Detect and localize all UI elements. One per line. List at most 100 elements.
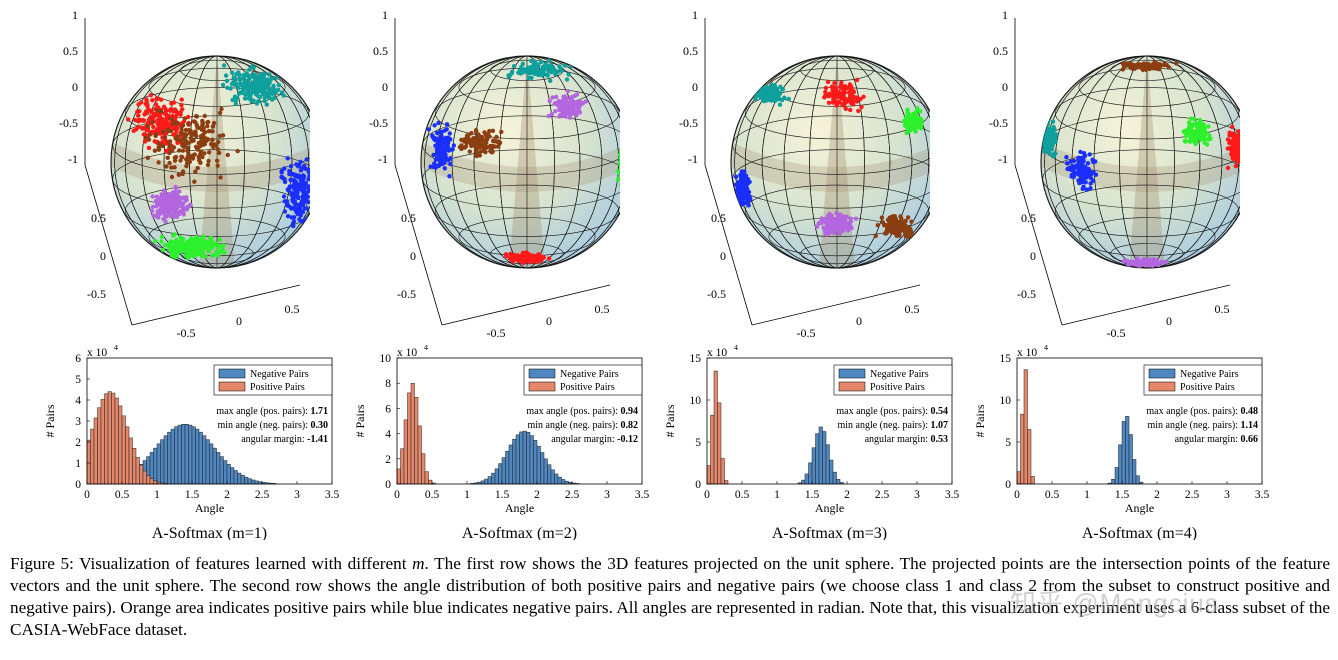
y-tick-label: 6 bbox=[385, 403, 391, 415]
feature-point bbox=[746, 203, 751, 208]
feature-point bbox=[858, 97, 863, 102]
feature-point bbox=[1135, 258, 1140, 264]
feature-point bbox=[524, 66, 530, 71]
histogram-bar bbox=[480, 480, 485, 485]
feature-point bbox=[155, 108, 160, 113]
z-tick-label: -1 bbox=[688, 152, 698, 166]
stat-line: max angle (pos. pairs): 0.54 bbox=[836, 406, 948, 417]
histogram-bar bbox=[505, 451, 510, 485]
feature-point bbox=[142, 139, 148, 144]
feature-point bbox=[232, 94, 238, 99]
x-tick-label: 0 bbox=[546, 314, 552, 328]
feature-point bbox=[160, 247, 166, 253]
feature-point bbox=[210, 129, 215, 134]
feature-point bbox=[210, 137, 215, 142]
feature-point bbox=[164, 164, 169, 169]
feature-point bbox=[267, 95, 272, 100]
feature-point bbox=[158, 207, 163, 213]
feature-point bbox=[432, 135, 437, 141]
feature-point bbox=[250, 74, 255, 79]
feature-point bbox=[1190, 137, 1195, 142]
x-tick-label: 1 bbox=[1084, 489, 1090, 501]
feature-point bbox=[289, 191, 294, 196]
feature-point bbox=[191, 119, 197, 124]
feature-point bbox=[146, 117, 152, 122]
histogram-bar bbox=[494, 468, 499, 485]
feature-point bbox=[152, 148, 158, 153]
feature-point bbox=[530, 258, 535, 263]
feature-point bbox=[1049, 132, 1055, 138]
feature-point bbox=[525, 251, 530, 256]
feature-point bbox=[566, 101, 571, 106]
feature-point bbox=[545, 73, 550, 78]
stat-line: angular margin: 0.53 bbox=[865, 434, 948, 445]
stat-value: 1.71 bbox=[311, 406, 329, 417]
feature-point bbox=[451, 143, 456, 148]
feature-point bbox=[146, 107, 151, 112]
z-tick-label: 1 bbox=[692, 8, 698, 22]
histogram-bar bbox=[403, 419, 408, 485]
feature-point bbox=[539, 59, 544, 65]
feature-point bbox=[153, 102, 159, 107]
feature-point bbox=[437, 155, 442, 160]
feature-point bbox=[1083, 180, 1088, 185]
feature-point bbox=[149, 208, 155, 214]
feature-point bbox=[908, 116, 914, 122]
feature-point bbox=[738, 197, 744, 202]
histogram-title: A-Softmax (m=3) bbox=[772, 525, 887, 540]
feature-point bbox=[567, 105, 573, 110]
feature-point bbox=[1088, 181, 1093, 186]
feature-point bbox=[242, 96, 248, 101]
histogram-bar bbox=[97, 407, 102, 485]
y-axis-line bbox=[704, 164, 753, 326]
histogram-bar bbox=[128, 437, 133, 485]
stat-label: max angle (pos. pairs): bbox=[1146, 406, 1240, 417]
feature-point bbox=[144, 97, 149, 102]
feature-point bbox=[166, 192, 171, 197]
histogram-bar bbox=[195, 428, 200, 485]
feature-point bbox=[154, 194, 159, 199]
histogram-bar bbox=[160, 439, 165, 485]
feature-point bbox=[196, 158, 202, 163]
feature-point bbox=[177, 245, 183, 250]
feature-point bbox=[1086, 171, 1091, 176]
feature-point bbox=[281, 194, 287, 199]
histogram-bar bbox=[233, 470, 238, 485]
feature-point bbox=[163, 108, 169, 113]
feature-point bbox=[617, 161, 620, 167]
feature-point bbox=[434, 147, 440, 152]
feature-point bbox=[833, 221, 838, 227]
feature-point bbox=[162, 212, 167, 217]
y-tick-label: 5 bbox=[1005, 437, 1011, 449]
feature-point bbox=[818, 220, 823, 225]
histogram-bar bbox=[421, 453, 426, 485]
feature-point bbox=[464, 140, 470, 145]
feature-point bbox=[236, 85, 241, 90]
feature-point bbox=[145, 102, 150, 108]
feature-point bbox=[203, 254, 208, 259]
feature-point bbox=[206, 158, 211, 164]
feature-point bbox=[1229, 124, 1235, 130]
feature-point bbox=[543, 61, 549, 67]
histogram-bar bbox=[487, 476, 492, 485]
feature-point bbox=[1088, 186, 1093, 191]
feature-point bbox=[1225, 146, 1230, 151]
feature-point bbox=[1234, 149, 1239, 155]
meridian-line bbox=[1044, 56, 1240, 268]
feature-point bbox=[839, 94, 845, 100]
feature-point bbox=[262, 95, 267, 100]
latitude-line bbox=[800, 243, 874, 265]
y-tick-label: 2 bbox=[75, 437, 81, 449]
histogram-bar bbox=[554, 473, 559, 485]
feature-point bbox=[169, 174, 175, 180]
stat-value: 0.54 bbox=[931, 406, 949, 417]
feature-point bbox=[449, 147, 454, 152]
feature-point bbox=[173, 184, 178, 190]
feature-point bbox=[284, 201, 290, 206]
histogram-bar bbox=[153, 447, 158, 485]
feature-point bbox=[147, 132, 153, 137]
meridian-line bbox=[451, 56, 603, 268]
feature-point bbox=[546, 256, 552, 261]
x-tick-label: 2.5 bbox=[875, 489, 890, 501]
y-tick-label: 0.5 bbox=[401, 211, 416, 225]
